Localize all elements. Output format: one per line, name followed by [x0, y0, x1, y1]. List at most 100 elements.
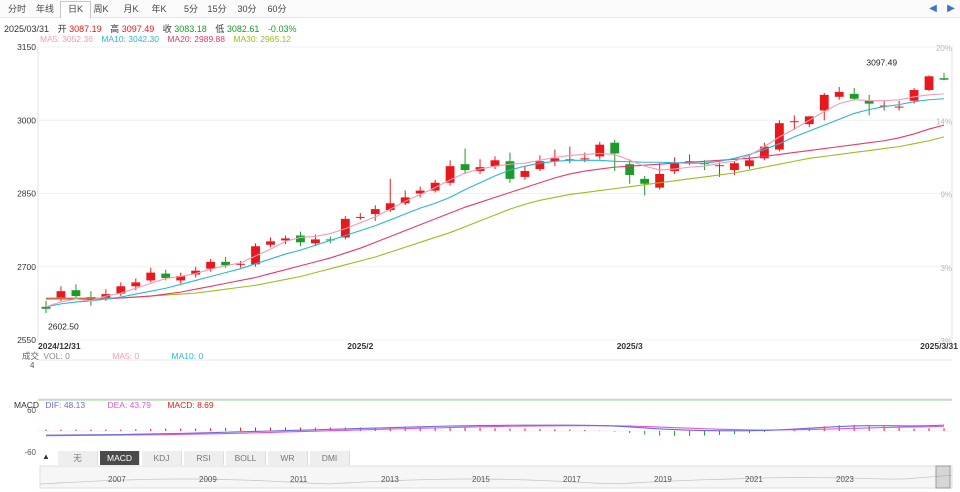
candle-body	[41, 306, 51, 309]
candle-body	[445, 166, 455, 183]
candle-body	[56, 291, 66, 299]
candle-body	[834, 91, 844, 97]
nav-year-8: 2023	[836, 475, 854, 484]
macd-legend: MACD DIF: 48.13 DEA: 43.79 MACD: 8.69	[14, 400, 220, 410]
indicator-tab-5[interactable]: WR	[268, 451, 308, 465]
pct-tick-label: 14%	[936, 117, 952, 126]
indicator-tab-1[interactable]: MACD	[100, 451, 140, 465]
candle-body	[610, 142, 620, 154]
candle-body	[116, 286, 126, 294]
tab-7[interactable]: 15分	[207, 4, 227, 14]
nav-year-2: 2011	[290, 475, 308, 484]
candle-body	[296, 235, 305, 243]
candle-body	[849, 93, 859, 99]
tab-4[interactable]: 月K	[123, 4, 139, 14]
candle-body	[370, 209, 380, 215]
max-price-label: 3097.49	[866, 58, 897, 68]
pct-tick-label: -3%	[938, 337, 952, 346]
macd-label: MACD	[14, 400, 40, 410]
candle-body	[924, 76, 934, 90]
tab-3[interactable]: 周K	[93, 4, 109, 14]
candle-body	[640, 178, 650, 184]
tab-6[interactable]: 5分	[183, 4, 198, 14]
y-tick-label: 2850	[17, 189, 36, 199]
tab-5[interactable]: 年K	[151, 4, 167, 14]
candle-body	[625, 164, 635, 175]
candle-body	[789, 121, 799, 123]
nav-year-1: 2009	[199, 475, 217, 484]
candle-body	[909, 89, 919, 101]
vol-ma5: MA5: 0	[112, 351, 140, 361]
indicator-tab-6[interactable]: DMI	[310, 451, 350, 465]
candle-body	[460, 164, 470, 171]
dif-value: DIF: 48.13	[45, 400, 86, 410]
tab-0[interactable]: 分时	[7, 4, 26, 14]
ma10-line	[45, 98, 945, 308]
candle-body	[131, 282, 141, 287]
ma-legend: MA5: 3052.36 MA10: 3042.30 MA20: 2989.88…	[40, 34, 297, 44]
tab-9[interactable]: 60分	[267, 4, 287, 14]
candle-body	[819, 94, 829, 111]
pct-tick-label: 9%	[940, 191, 952, 200]
x-tick-label: 2025/2	[347, 341, 373, 351]
nav-year-4: 2015	[472, 475, 490, 484]
candle-body	[161, 273, 171, 278]
y-tick-label: 2550	[17, 335, 36, 345]
nav-year-6: 2019	[654, 475, 672, 484]
macd-value: MACD: 8.69	[167, 400, 214, 410]
high-value: 3097.49	[121, 24, 155, 34]
tab-2[interactable]: 日K	[60, 1, 92, 18]
volume-label: 成交	[22, 351, 40, 361]
scroll-up-arrow[interactable]: ▲	[42, 452, 50, 461]
indicator-tab-0[interactable]: 无	[58, 451, 98, 465]
ma10-legend: MA10: 3042.30	[101, 34, 159, 44]
candle-body	[655, 173, 665, 188]
prev-icon[interactable]: ◀	[929, 3, 937, 14]
pct-tick-label: 20%	[936, 44, 952, 53]
candle-body	[864, 100, 874, 104]
candle-body	[550, 158, 560, 162]
candle-body	[206, 261, 216, 269]
candle-body	[745, 160, 754, 167]
candle-body	[730, 163, 739, 171]
ma30-line	[46, 136, 945, 299]
macd-tick-label: 60	[27, 406, 36, 415]
candle-body	[759, 146, 769, 159]
open-value: 3087.19	[69, 24, 102, 34]
candle-body	[400, 197, 410, 204]
y-tick-label: 3150	[17, 42, 36, 52]
low-value: 3082.61	[226, 24, 260, 34]
high-label: 高	[110, 24, 120, 34]
close-value: 3083.18	[174, 24, 207, 34]
dea-line	[45, 425, 945, 437]
candle-body	[236, 263, 245, 265]
candle-body	[191, 270, 201, 275]
volume-axis-label: 4	[30, 361, 35, 370]
indicator-tab-4[interactable]: BOLL	[226, 451, 266, 465]
candle-body	[415, 190, 425, 194]
navigator-line	[39, 474, 953, 485]
pct-tick-label: 3%	[940, 264, 952, 273]
vol-ma10: MA10: 0	[171, 351, 204, 361]
nav-year-0: 2007	[108, 475, 126, 484]
candle-body	[580, 158, 590, 160]
y-tick-label: 3000	[17, 115, 36, 125]
ma20-legend: MA20: 2989.88	[167, 34, 225, 44]
candle-body	[385, 203, 395, 211]
indicator-tab-3[interactable]: RSI	[184, 451, 224, 465]
close-label: 收	[162, 24, 172, 34]
next-icon[interactable]: ▶	[947, 3, 955, 14]
tab-8[interactable]: 30分	[237, 4, 257, 14]
dif-line	[45, 424, 945, 436]
candle-body	[595, 144, 605, 157]
candle-body	[355, 216, 365, 218]
tab-1[interactable]: 年线	[35, 4, 54, 14]
candle-body	[520, 171, 530, 177]
candle-body	[535, 161, 545, 170]
indicator-tab-2[interactable]: KDJ	[142, 451, 182, 465]
x-tick-label: 2025/3/31	[920, 341, 958, 351]
candle-body	[146, 272, 156, 281]
ma5-legend: MA5: 3052.36	[40, 34, 93, 44]
info-date: 2025/03/31	[4, 24, 50, 34]
